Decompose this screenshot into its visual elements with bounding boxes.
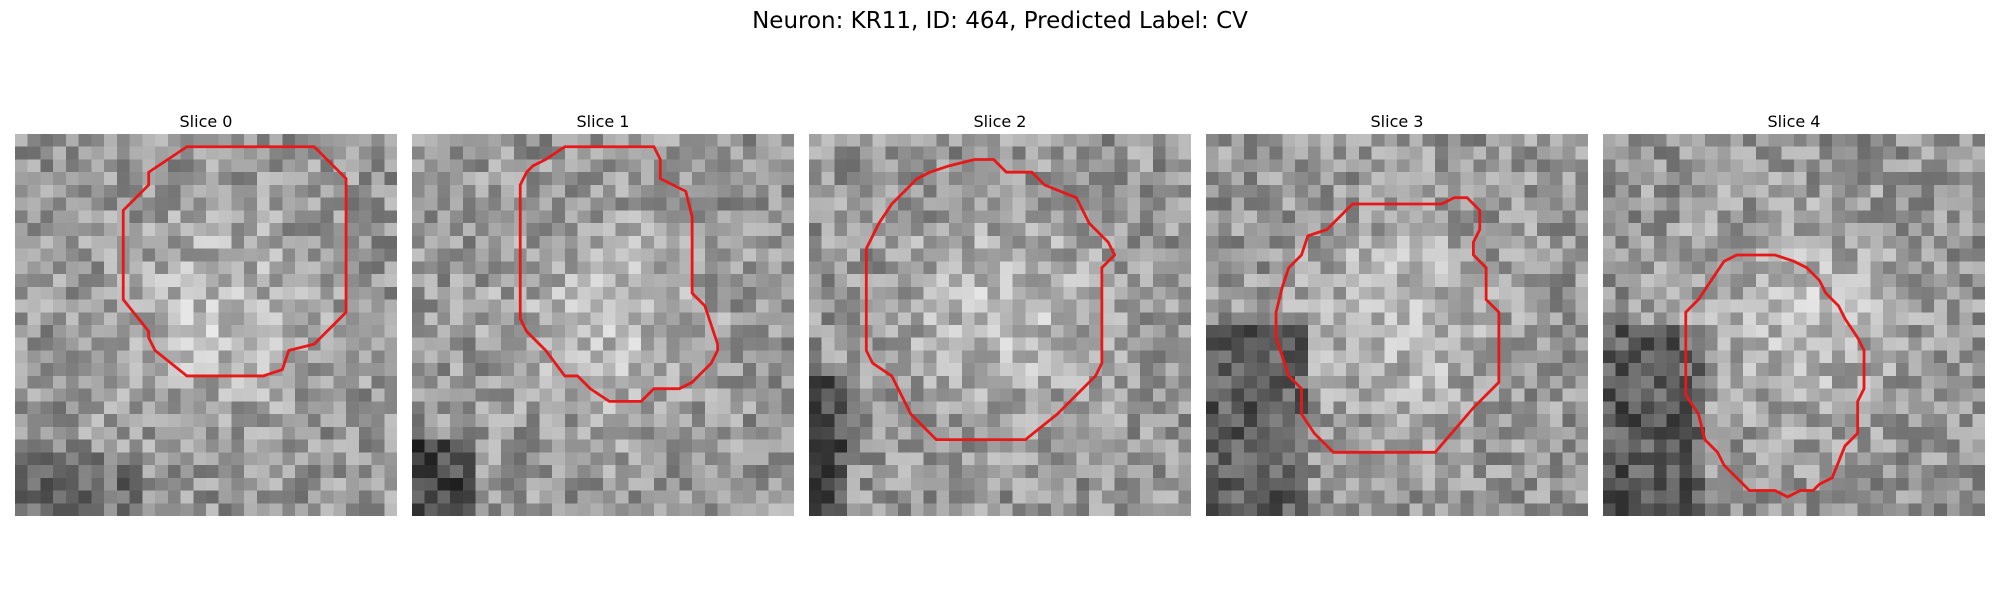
slice-panel-2: Slice 2 xyxy=(809,110,1191,516)
slice-panel-4: Slice 4 xyxy=(1603,110,1985,516)
cell-contour xyxy=(518,145,720,403)
slice-image xyxy=(1206,134,1588,516)
slice-image xyxy=(412,134,794,516)
slice-title: Slice 4 xyxy=(1767,112,1821,131)
cell-contour xyxy=(121,145,348,378)
cell-contour xyxy=(1274,196,1501,454)
slice-title: Slice 2 xyxy=(973,112,1027,131)
slice-title: Slice 3 xyxy=(1370,112,1424,131)
slice-panel-3: Slice 3 xyxy=(1206,110,1588,516)
figure-title: Neuron: KR11, ID: 464, Predicted Label: … xyxy=(752,8,1248,34)
slice-panel-1: Slice 1 xyxy=(412,110,794,516)
slice-title: Slice 1 xyxy=(576,112,630,131)
cell-contour xyxy=(1684,253,1866,499)
slice-image xyxy=(809,134,1191,516)
slice-panel-0: Slice 0 xyxy=(15,110,397,516)
cell-contour xyxy=(864,158,1117,442)
slice-image xyxy=(1603,134,1985,516)
slice-image xyxy=(15,134,397,516)
slice-title: Slice 0 xyxy=(179,112,233,131)
